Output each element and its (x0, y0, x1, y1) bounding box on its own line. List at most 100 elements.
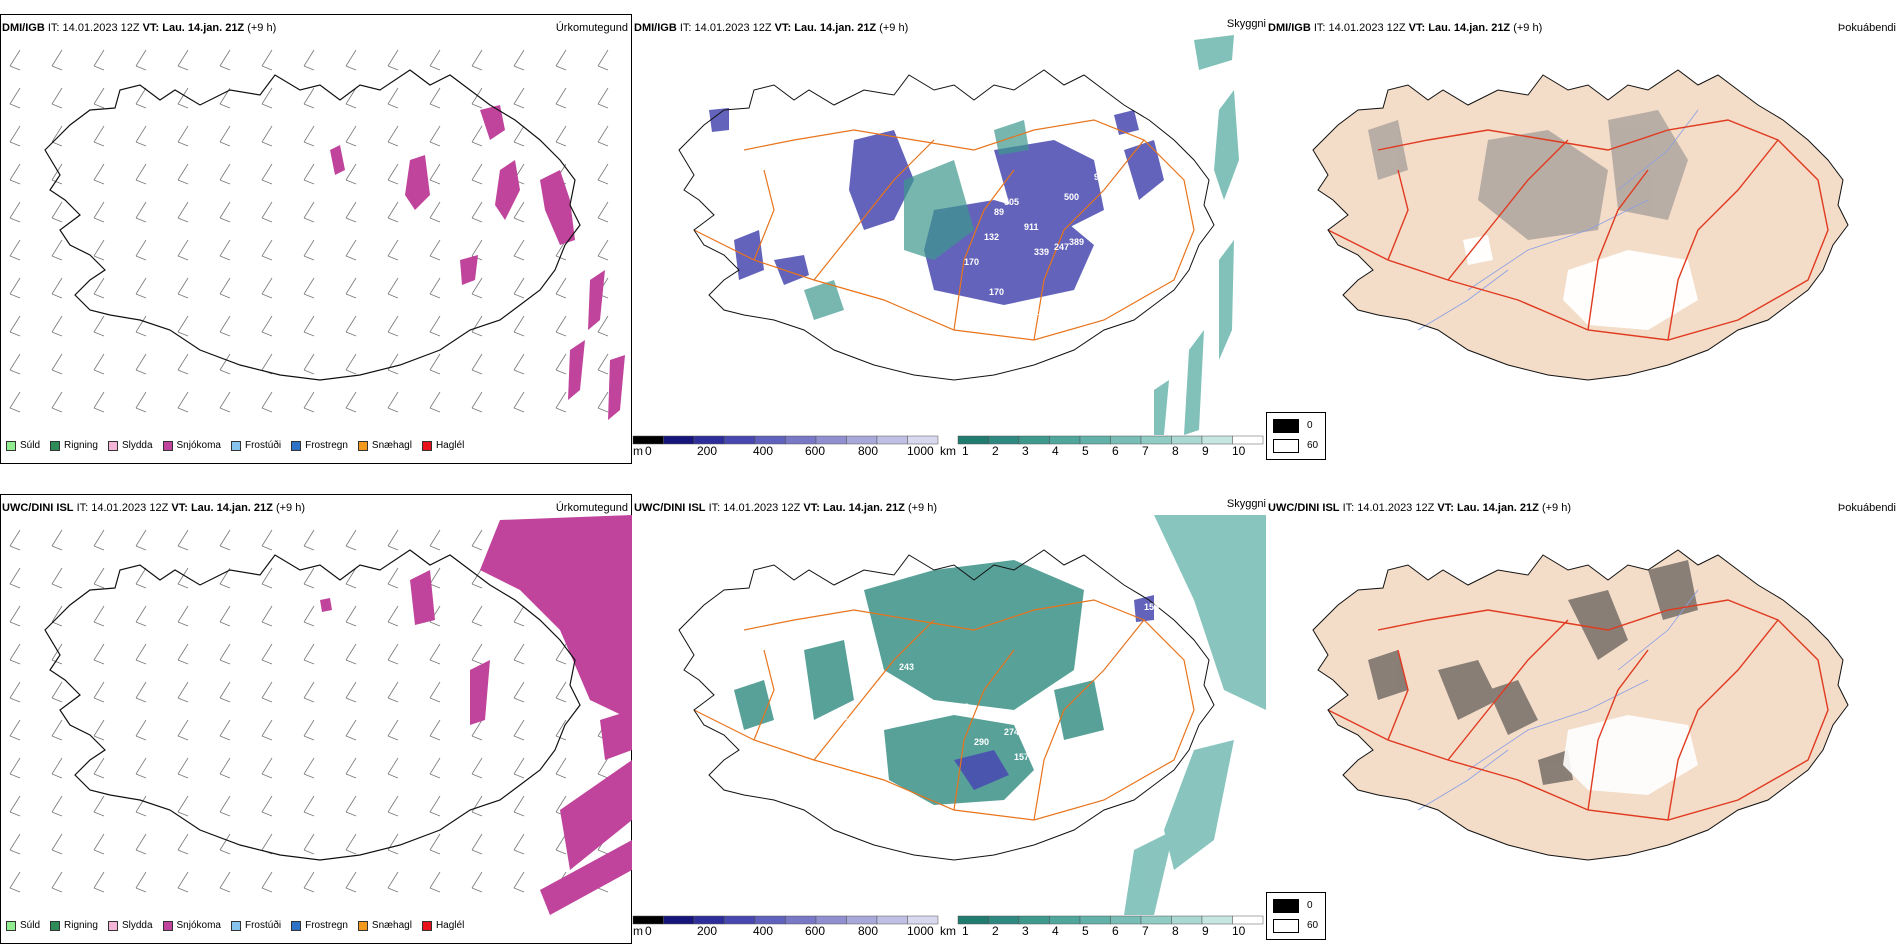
wind-barb (9, 529, 21, 551)
wind-barb (597, 49, 609, 71)
wind-barb (345, 201, 357, 223)
header-row1-precip: DMI/IGB IT: 14.01.2023 12Z VT: Lau. 14.j… (2, 22, 277, 34)
wind-barb (471, 833, 483, 855)
wind-barb (345, 795, 357, 817)
wind-barb (345, 87, 357, 109)
wind-barb (513, 681, 525, 703)
ceiling-label: 89 (994, 207, 1004, 217)
wind-barb (93, 277, 105, 299)
panel-title-fog-row2: Þokuábendi (1837, 502, 1896, 514)
wind-barb (51, 125, 63, 147)
ceiling-label: 901 (1094, 172, 1109, 182)
ceiling-tick: 1000 (907, 444, 934, 458)
ceiling-label: 339 (1034, 247, 1049, 257)
legend-item: Súld (6, 920, 40, 931)
wind-barb (135, 391, 147, 413)
colorbar-swatch (876, 435, 908, 445)
ceiling-label: 633 (1154, 232, 1169, 242)
swatch-snow (162, 440, 173, 451)
colorbar-swatch (693, 435, 725, 445)
wind-barb (135, 49, 147, 71)
wind-barb (513, 315, 525, 337)
roads (693, 599, 1195, 821)
wind-barb (177, 833, 189, 855)
ceiling-label: 336 (1124, 227, 1139, 237)
wind-barb (135, 643, 147, 665)
wind-barb (387, 353, 399, 375)
wind-barb (93, 201, 105, 223)
wind-barb (177, 757, 189, 779)
wind-barb (345, 125, 357, 147)
wind-barb (9, 795, 21, 817)
wind-barb (135, 681, 147, 703)
ceiling-label: 219 (1164, 197, 1179, 207)
ceiling-label: 190 (1144, 277, 1159, 287)
ceiling-label: 70 (904, 322, 914, 332)
wind-barb (345, 643, 357, 665)
wind-barb (555, 833, 567, 855)
colorbar-swatch (724, 915, 756, 925)
swatch-snow-pellets (357, 440, 368, 451)
wind-barb (93, 681, 105, 703)
wind-barb (471, 605, 483, 627)
wind-barb (471, 125, 483, 147)
wind-barb (303, 757, 315, 779)
ceiling-label: 274 (1004, 727, 1019, 737)
wind-barb (387, 391, 399, 413)
wind-barb (9, 315, 21, 337)
wind-barb (51, 871, 63, 893)
panel-title-fog-row1: Þokuábendi (1837, 22, 1896, 34)
ceiling-colorbar-row2: m 0 200 400 600 800 1000 (632, 915, 939, 944)
wind-barb (261, 871, 273, 893)
wind-barb (597, 239, 609, 261)
precip-legend-row2: Súld Rigning Slydda Snjókoma Frostúði Fr… (6, 920, 474, 931)
wind-barb (471, 871, 483, 893)
ceiling-label: 248 (954, 702, 969, 712)
wind-barb (261, 87, 273, 109)
wind-barb (513, 239, 525, 261)
wind-barb (429, 163, 441, 185)
wind-barb (9, 277, 21, 299)
legend-item: Haglél (421, 920, 464, 931)
wind-barb (387, 681, 399, 703)
wind-barb (51, 757, 63, 779)
wind-barb (303, 605, 315, 627)
wind-barb (93, 757, 105, 779)
wind-barb (93, 87, 105, 109)
wind-barb (93, 567, 105, 589)
colorbar-swatch (1140, 915, 1172, 925)
wind-barb (9, 757, 21, 779)
wind-barb (135, 277, 147, 299)
roads-red (1327, 599, 1829, 821)
wind-barb (135, 871, 147, 893)
ceiling-label: 311 (844, 717, 859, 727)
wind-barb (219, 681, 231, 703)
wind-barb (219, 757, 231, 779)
wind-barb (387, 833, 399, 855)
wind-barb (513, 757, 525, 779)
header-row2-precip: UWC/DINI ISL IT: 14.01.2023 12Z VT: Lau.… (2, 502, 305, 514)
ceiling-tick: 800 (858, 444, 879, 458)
wind-barb (51, 833, 63, 855)
wind-barb (93, 163, 105, 185)
wind-barb (219, 125, 231, 147)
wind-barb (261, 315, 273, 337)
ceiling-label: 170 (989, 287, 1004, 297)
ceiling-label: 198 (734, 122, 749, 132)
wind-barb (513, 201, 525, 223)
rivers (1417, 589, 1699, 811)
wind-barb (597, 201, 609, 223)
ceiling-label: 598 (1104, 142, 1119, 152)
wind-barb (93, 871, 105, 893)
model-name: DMI/IGB (2, 22, 45, 34)
wind-barb (51, 529, 63, 551)
wind-barb (177, 239, 189, 261)
wind-barb (135, 201, 147, 223)
wind-barb (9, 567, 21, 589)
ceiling-label: 130 (1084, 287, 1099, 297)
wind-barb (387, 201, 399, 223)
wind-barb (303, 643, 315, 665)
legend-item: Rigning (50, 920, 98, 931)
wind-barb (429, 643, 441, 665)
wind-barb (93, 239, 105, 261)
